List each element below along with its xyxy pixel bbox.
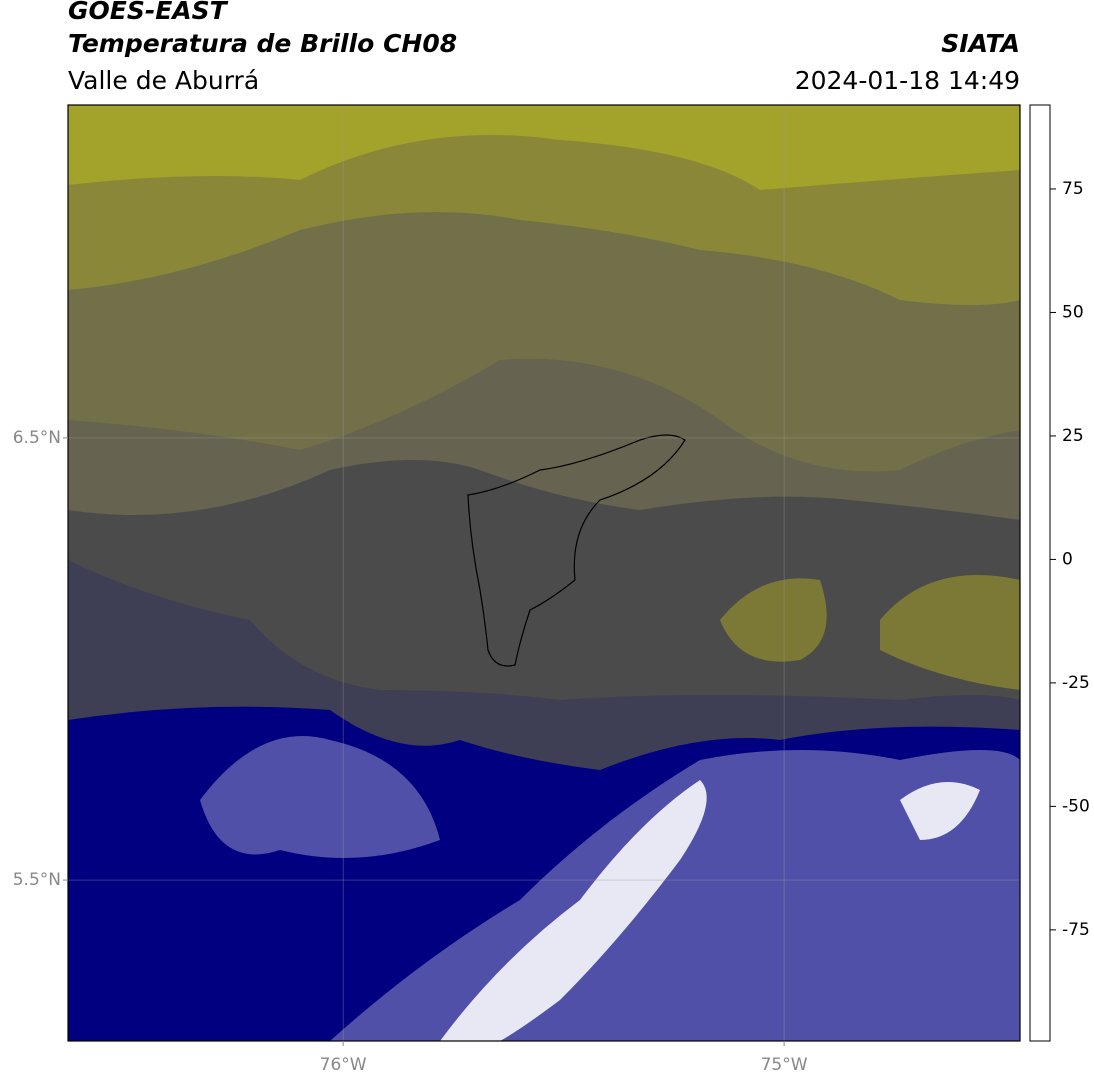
lon-tick-label: 76°W <box>320 1055 367 1075</box>
colorbar-tick-label: -75 <box>1062 920 1090 940</box>
colorbar-tick-label: -25 <box>1062 673 1090 693</box>
lat-tick-label: 5.5°N <box>13 870 61 890</box>
source: SIATA <box>941 29 1020 58</box>
graticule <box>68 105 1020 1041</box>
field-layer <box>720 575 1020 690</box>
region: Valle de Aburrá <box>68 66 259 95</box>
colorbar-tick-label: -50 <box>1062 796 1090 816</box>
map-frame <box>67 104 1021 1042</box>
colorbar-tick-label: 0 <box>1062 549 1073 569</box>
lat-tick-label: 6.5°N <box>13 428 61 448</box>
colorbar-tick-label: 75 <box>1062 179 1084 199</box>
colorbar-tick-label: 25 <box>1062 426 1084 446</box>
title: GOES-EAST <box>68 0 229 25</box>
municipal-boundaries <box>467 434 686 667</box>
colorbar-tick-label: 50 <box>1062 302 1084 322</box>
lon-tick-label: 75°W <box>761 1055 808 1075</box>
brightness-field <box>68 105 1020 1041</box>
field-layer <box>440 780 980 1041</box>
subtitle: Temperatura de Brillo CH08 <box>68 29 457 58</box>
timestamp: 2024-01-18 14:49 <box>795 66 1020 95</box>
colorbar <box>1029 104 1051 1042</box>
